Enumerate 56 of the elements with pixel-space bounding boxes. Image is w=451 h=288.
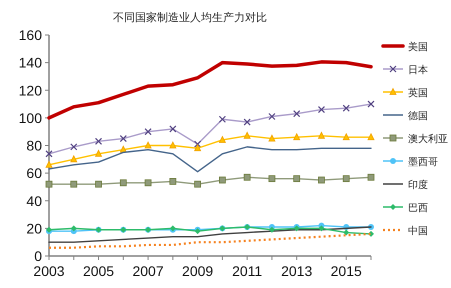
y-tick-label: 100	[18, 110, 42, 126]
point	[342, 175, 350, 182]
point	[70, 155, 78, 162]
point	[244, 132, 251, 139]
chart-title: 不同国家制造业人均生产力对比	[113, 11, 267, 24]
point	[70, 180, 78, 188]
point	[46, 180, 52, 188]
point	[293, 175, 300, 182]
legend-label: 墨西哥	[408, 157, 438, 168]
legend-label: 美国	[408, 41, 428, 53]
y-tick-label: 160	[18, 27, 42, 43]
point	[318, 132, 325, 139]
y-tick-label: 0	[34, 248, 42, 264]
legend-label: 澳大利亚	[408, 133, 448, 145]
point	[95, 180, 102, 188]
point	[70, 225, 77, 232]
x-tick-label: 2011	[232, 263, 262, 279]
x-tick-label: 2013	[281, 263, 312, 279]
point	[144, 142, 152, 148]
y-tick-label: 40	[26, 192, 42, 209]
point	[293, 133, 300, 140]
legend-label: 德国	[408, 111, 428, 122]
point	[342, 133, 350, 140]
x-tick-label: 2009	[182, 263, 214, 279]
x-tick-label: 2005	[82, 263, 114, 279]
legend-label: 中国	[408, 225, 428, 237]
point	[343, 230, 350, 236]
point	[46, 160, 52, 168]
point	[169, 178, 176, 185]
point	[194, 144, 202, 152]
point	[194, 180, 202, 188]
x-tick-label: 2007	[132, 263, 164, 279]
point	[120, 179, 127, 186]
point	[144, 179, 152, 186]
legend-label: 英国	[408, 87, 428, 99]
x-tick-label: 2003	[33, 263, 65, 279]
point	[218, 136, 226, 143]
point	[169, 142, 176, 148]
y-tick-label: 20	[26, 220, 42, 236]
point	[318, 176, 325, 184]
point	[244, 174, 251, 181]
legend-label: 印度	[408, 179, 428, 191]
legend-label: 日本	[408, 64, 428, 76]
y-tick-label: 140	[18, 54, 42, 71]
x-tick-label: 2015	[330, 263, 362, 279]
y-tick-label: 80	[26, 138, 42, 154]
y-tick-label: 60	[26, 165, 42, 182]
y-tick-label: 120	[18, 82, 42, 98]
legend-label: 巴西	[408, 203, 428, 214]
point	[268, 134, 276, 142]
point	[268, 175, 276, 182]
point	[368, 174, 374, 181]
point	[368, 133, 374, 140]
point	[218, 176, 226, 184]
point	[268, 226, 275, 233]
point	[95, 150, 102, 157]
